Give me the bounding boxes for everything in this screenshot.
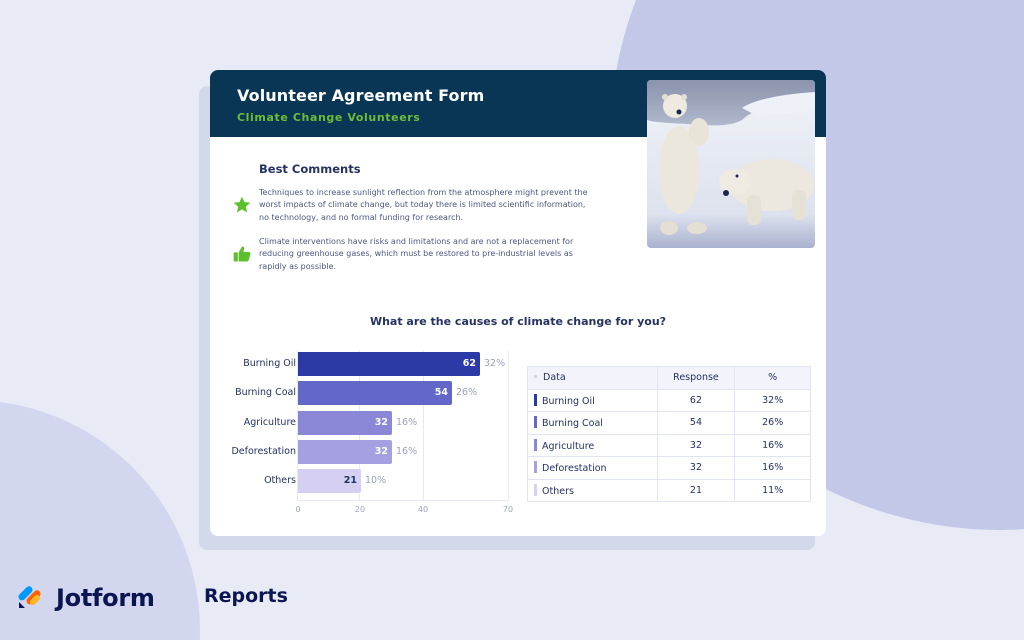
bar-row-burning-coal: Burning Coal 54 26%: [210, 381, 520, 405]
form-subtitle: Climate Change Volunteers: [237, 111, 421, 124]
bar-row-agriculture: Agriculture 32 16%: [210, 411, 520, 435]
bar[interactable]: 62: [298, 352, 480, 376]
row-response: 54: [656, 411, 736, 435]
row-label: Agriculture: [542, 440, 595, 452]
jotform-logo: Jotform: [18, 582, 155, 614]
color-swatch: [534, 438, 537, 451]
x-axis: [297, 500, 508, 501]
row-response: 62: [656, 388, 736, 412]
bar-row-others: Others 21 10%: [210, 469, 520, 493]
bar-percent: 26%: [456, 387, 478, 398]
bar[interactable]: 32: [298, 411, 392, 435]
color-swatch: [534, 461, 537, 474]
row-percent: 26%: [734, 411, 811, 435]
brand-name: Jotform: [56, 584, 155, 612]
thumbs-up-icon: [232, 244, 252, 264]
row-percent: 16%: [734, 456, 811, 480]
bar[interactable]: 54: [298, 381, 452, 405]
comment-item: Techniques to increase sunlight reflecti…: [232, 187, 592, 224]
row-response: 21: [656, 478, 736, 502]
x-tick: 20: [354, 505, 366, 514]
polar-bears-photo: [647, 80, 815, 248]
bar-percent: 16%: [396, 446, 418, 457]
table-header-row: Data Response %: [527, 366, 811, 390]
sort-handle-icon: [534, 375, 537, 379]
row-percent: 11%: [734, 478, 811, 502]
bar-value: 62: [462, 358, 476, 369]
bar-chart: 0 20 40 70 Burning Oil 62 32% Burning Co…: [210, 345, 520, 525]
bar-percent: 32%: [484, 358, 506, 369]
bar-label: Burning Coal: [235, 387, 296, 398]
table-row: Others 21 11%: [527, 478, 811, 502]
bar-label: Deforestation: [231, 446, 296, 457]
bar-label: Agriculture: [243, 417, 296, 428]
report-card: Volunteer Agreement Form Climate Change …: [210, 70, 826, 536]
row-response: 32: [656, 433, 736, 457]
row-percent: 32%: [734, 388, 811, 412]
row-label: Deforestation: [542, 463, 607, 475]
gridline: [297, 351, 298, 500]
product-name: Reports: [204, 585, 288, 607]
color-swatch: [534, 416, 537, 429]
color-swatch: [534, 393, 537, 406]
column-header-response[interactable]: Response: [656, 366, 736, 390]
bar-row-burning-oil: Burning Oil 62 32%: [210, 352, 520, 376]
star-icon: [232, 195, 252, 215]
x-tick: 70: [502, 505, 514, 514]
comment-text: Climate interventions have risks and lim…: [259, 237, 574, 271]
table-row: Agriculture 32 16%: [527, 433, 811, 457]
bar-value: 32: [374, 417, 388, 428]
bar-value: 54: [434, 387, 448, 398]
jotform-logo-icon: [18, 582, 46, 614]
comment-item: Climate interventions have risks and lim…: [232, 236, 592, 273]
bar-value: 32: [374, 446, 388, 457]
row-label: Others: [542, 485, 574, 497]
color-swatch: [534, 483, 537, 496]
table-row: Burning Coal 54 26%: [527, 411, 811, 435]
row-label: Burning Oil: [542, 395, 595, 407]
bar[interactable]: 21: [298, 469, 361, 493]
gridline: [423, 351, 424, 500]
bar-percent: 10%: [365, 475, 387, 486]
row-response: 32: [656, 456, 736, 480]
best-comments-title: Best Comments: [259, 162, 361, 176]
bar-label: Burning Oil: [243, 358, 296, 369]
table-row: Deforestation 32 16%: [527, 456, 811, 480]
bar-row-deforestation: Deforestation 32 16%: [210, 440, 520, 464]
gridline: [508, 351, 509, 500]
row-percent: 16%: [734, 433, 811, 457]
table-row: Burning Oil 62 32%: [527, 388, 811, 412]
row-label: Burning Coal: [542, 418, 603, 430]
column-header-percent[interactable]: %: [734, 366, 811, 390]
data-table: Data Response % Burning Oil 62 32% Burni…: [527, 366, 811, 502]
form-title: Volunteer Agreement Form: [237, 86, 485, 105]
comment-text: Techniques to increase sunlight reflecti…: [259, 188, 588, 222]
bar-label: Others: [264, 475, 296, 486]
bar-value: 21: [343, 475, 357, 486]
x-tick: 0: [295, 505, 301, 514]
chart-title: What are the causes of climate change fo…: [369, 315, 667, 328]
x-tick: 40: [417, 505, 429, 514]
column-header-data[interactable]: Data: [527, 366, 658, 390]
bar[interactable]: 32: [298, 440, 392, 464]
bar-percent: 16%: [396, 417, 418, 428]
